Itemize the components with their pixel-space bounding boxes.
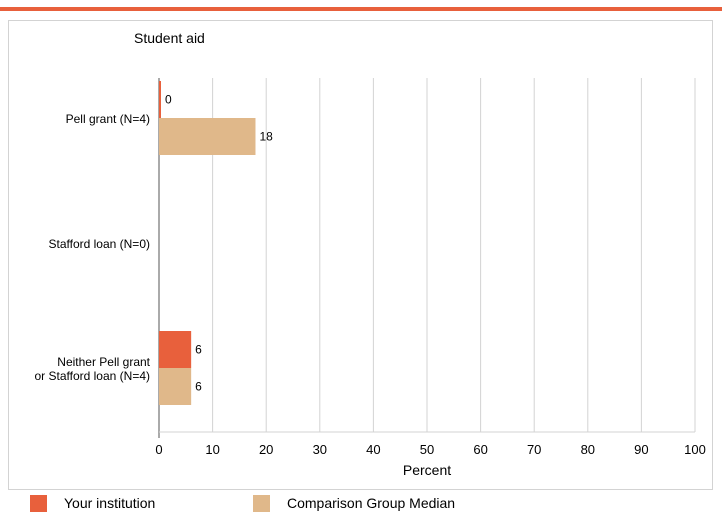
x-tick-label: 70 (527, 442, 541, 457)
bar-comparison-median (159, 368, 192, 405)
data-label: 6 (195, 380, 202, 394)
data-label: 18 (259, 130, 273, 144)
x-tick-label: 90 (634, 442, 648, 457)
legend-swatch-comparison-median (253, 494, 270, 512)
category-labels: Pell grant (N=4) Stafford loan (N=0) Neith… (34, 112, 150, 383)
category-label: or Stafford loan (N=4) (34, 369, 150, 383)
x-tick-label: 40 (366, 442, 380, 457)
x-tick-label: 80 (581, 442, 595, 457)
data-label: 0 (165, 93, 172, 107)
data-labels: 0 18 6 6 (165, 93, 273, 394)
x-tick-label: 50 (420, 442, 434, 457)
x-tick-labels: 0 10 20 30 40 50 60 70 80 90 100 (155, 442, 705, 457)
bar-your-institution (159, 81, 161, 118)
legend-item-your-institution: Your institution (30, 492, 155, 514)
bar-your-institution (159, 331, 192, 368)
x-tick-label: 60 (473, 442, 487, 457)
bar-comparison-median (159, 118, 256, 155)
gridlines (158, 78, 696, 438)
data-label: 6 (195, 343, 202, 357)
x-axis-label: Percent (403, 462, 451, 478)
chart-frame (8, 20, 713, 490)
category-label: Pell grant (N=4) (66, 112, 150, 126)
x-tick-label: 10 (205, 442, 219, 457)
header-accent-rule (0, 7, 722, 11)
x-tick-label: 0 (155, 442, 162, 457)
x-tick-label: 20 (259, 442, 273, 457)
x-tick-label: 100 (684, 442, 706, 457)
bars (159, 81, 256, 405)
legend-label-your-institution: Your institution (64, 495, 156, 511)
x-tick-label: 30 (313, 442, 327, 457)
legend-item-comparison-median: Comparison Group Median (253, 492, 455, 514)
category-label: Stafford loan (N=0) (48, 237, 150, 251)
chart-title: Student aid (134, 30, 205, 46)
legend-swatch-your-institution (30, 494, 47, 512)
legend-label-comparison-median: Comparison Group Median (287, 495, 456, 511)
category-label: Neither Pell grant (57, 355, 150, 369)
